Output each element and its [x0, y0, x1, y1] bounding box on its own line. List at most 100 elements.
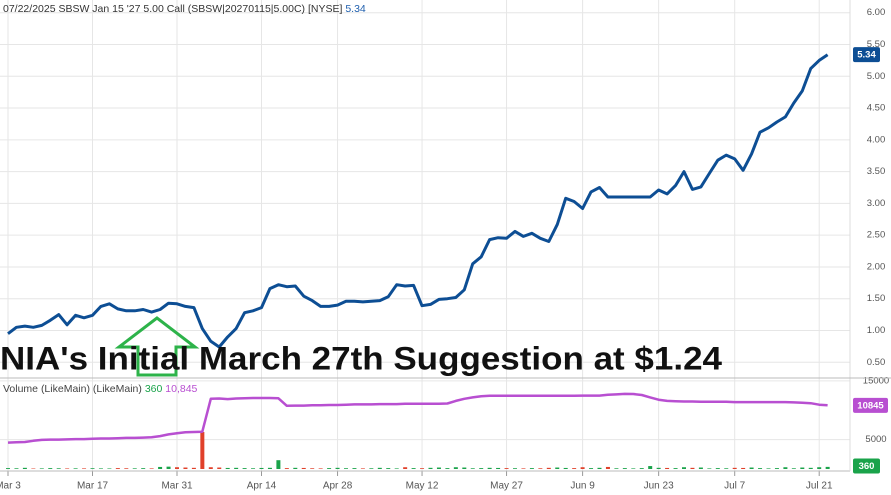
volume-bar — [589, 468, 594, 469]
volume-bar — [741, 467, 746, 469]
x-tick-label: Mar 31 — [161, 481, 193, 492]
volume-bar — [817, 467, 822, 469]
volume-bar — [732, 467, 737, 469]
y-tick-label: 4.50 — [867, 103, 886, 114]
volume-bar — [217, 467, 222, 469]
volume-bar — [453, 467, 458, 469]
y-tick-label: 3.50 — [867, 166, 886, 177]
volume-legend: Volume (LikeMain) (LikeMain) 360 10,845 — [3, 383, 198, 395]
y-tick-label: 2.00 — [867, 261, 886, 272]
y-tick-label: 2.50 — [867, 230, 886, 241]
y-tick-label: 3.00 — [867, 198, 886, 209]
volume-bar — [200, 432, 205, 469]
volume-bar — [758, 468, 763, 469]
x-tick-label: Jun 23 — [644, 481, 674, 492]
volume-bar — [293, 467, 298, 469]
volume-bar — [614, 468, 619, 469]
volume-bar — [284, 468, 289, 469]
volume-bar — [124, 468, 129, 469]
volume-bar — [555, 467, 560, 469]
volume-bar — [698, 467, 703, 469]
volume-bar — [411, 468, 416, 469]
volume-bar — [22, 467, 27, 469]
volume-bar — [707, 468, 712, 469]
value-badge — [853, 397, 888, 413]
y-tick-label: 1.00 — [867, 325, 886, 336]
volume-bar — [98, 468, 103, 469]
volume-bar — [39, 468, 44, 469]
volume-bar — [82, 468, 87, 469]
x-tick-label: Mar 3 — [0, 481, 21, 492]
volume-bar — [335, 467, 340, 469]
volume-bar — [538, 468, 543, 469]
volume-bar — [648, 466, 653, 469]
volume-bar — [327, 468, 332, 469]
volume-bar — [800, 467, 805, 469]
volume-bar — [251, 468, 256, 469]
volume-bar — [504, 468, 509, 469]
volume-bar — [546, 467, 551, 469]
volume-bar — [191, 467, 196, 469]
volume-bar — [132, 468, 137, 469]
volume-bar — [749, 467, 754, 469]
volume-bar — [445, 468, 450, 469]
volume-bar — [825, 466, 830, 469]
volume-bar — [225, 467, 230, 469]
volume-bar — [631, 468, 636, 469]
volume-bar — [724, 468, 729, 469]
volume-bar — [521, 468, 526, 469]
value-badge-label: 10845 — [857, 400, 884, 411]
volume-bar — [665, 467, 670, 469]
volume-bar — [56, 468, 61, 469]
arrow — [114, 316, 200, 377]
volume-bar — [175, 467, 179, 469]
volume-bar — [563, 467, 568, 469]
volume-bar — [682, 467, 686, 469]
legend-line-value: 10,845 — [165, 383, 197, 395]
volume-bar — [14, 468, 19, 469]
y-tick-label: 15000 — [863, 375, 889, 386]
value-badge — [853, 47, 880, 63]
value-badge — [853, 458, 880, 474]
volume-bar — [766, 468, 771, 469]
volume-bar — [673, 468, 678, 469]
volume-bar — [208, 467, 213, 469]
value-badge-label: 360 — [859, 461, 875, 472]
last-price: 5.34 — [345, 3, 366, 15]
volume-bar — [605, 466, 610, 469]
volume-bar — [428, 467, 433, 469]
y-tick-label: 6.00 — [867, 7, 886, 18]
volume-bar — [65, 468, 70, 469]
volume-bar — [107, 468, 112, 469]
volume-bar — [360, 468, 365, 469]
volume-bar — [487, 467, 492, 469]
x-tick-label: Mar 17 — [77, 481, 109, 492]
volume-bar — [470, 468, 475, 469]
volume-bar — [344, 468, 348, 469]
title: 07/22/2025 SBSW Jan 15 '27 5.00 Call (SB… — [3, 3, 342, 15]
line — [7, 392, 828, 444]
volume-bar — [149, 468, 154, 469]
volume-bar — [622, 468, 627, 469]
volume-bar — [276, 460, 281, 469]
volume-bar — [234, 467, 239, 469]
x-tick-label: Apr 14 — [247, 481, 277, 492]
volume-bar — [639, 468, 644, 469]
volume-bar — [141, 468, 146, 469]
y-tick-label: 5000 — [865, 434, 886, 445]
value-badge-label: 5.34 — [857, 50, 876, 61]
volume-bar — [791, 468, 796, 469]
volume-bar — [166, 466, 171, 469]
volume-bar — [529, 468, 534, 469]
volume-bar — [369, 468, 374, 469]
x-tick-label: Apr 28 — [323, 481, 353, 492]
volume-bar — [386, 468, 391, 469]
volume-bar — [597, 467, 602, 469]
volume-bar — [715, 468, 720, 469]
volume-bar — [774, 468, 779, 469]
volume-title: Volume (LikeMain) — [3, 383, 90, 395]
y-tick-label: 5.50 — [867, 39, 886, 50]
badges: 5.34 10845 360 — [853, 47, 888, 474]
volume-bar — [158, 466, 163, 469]
